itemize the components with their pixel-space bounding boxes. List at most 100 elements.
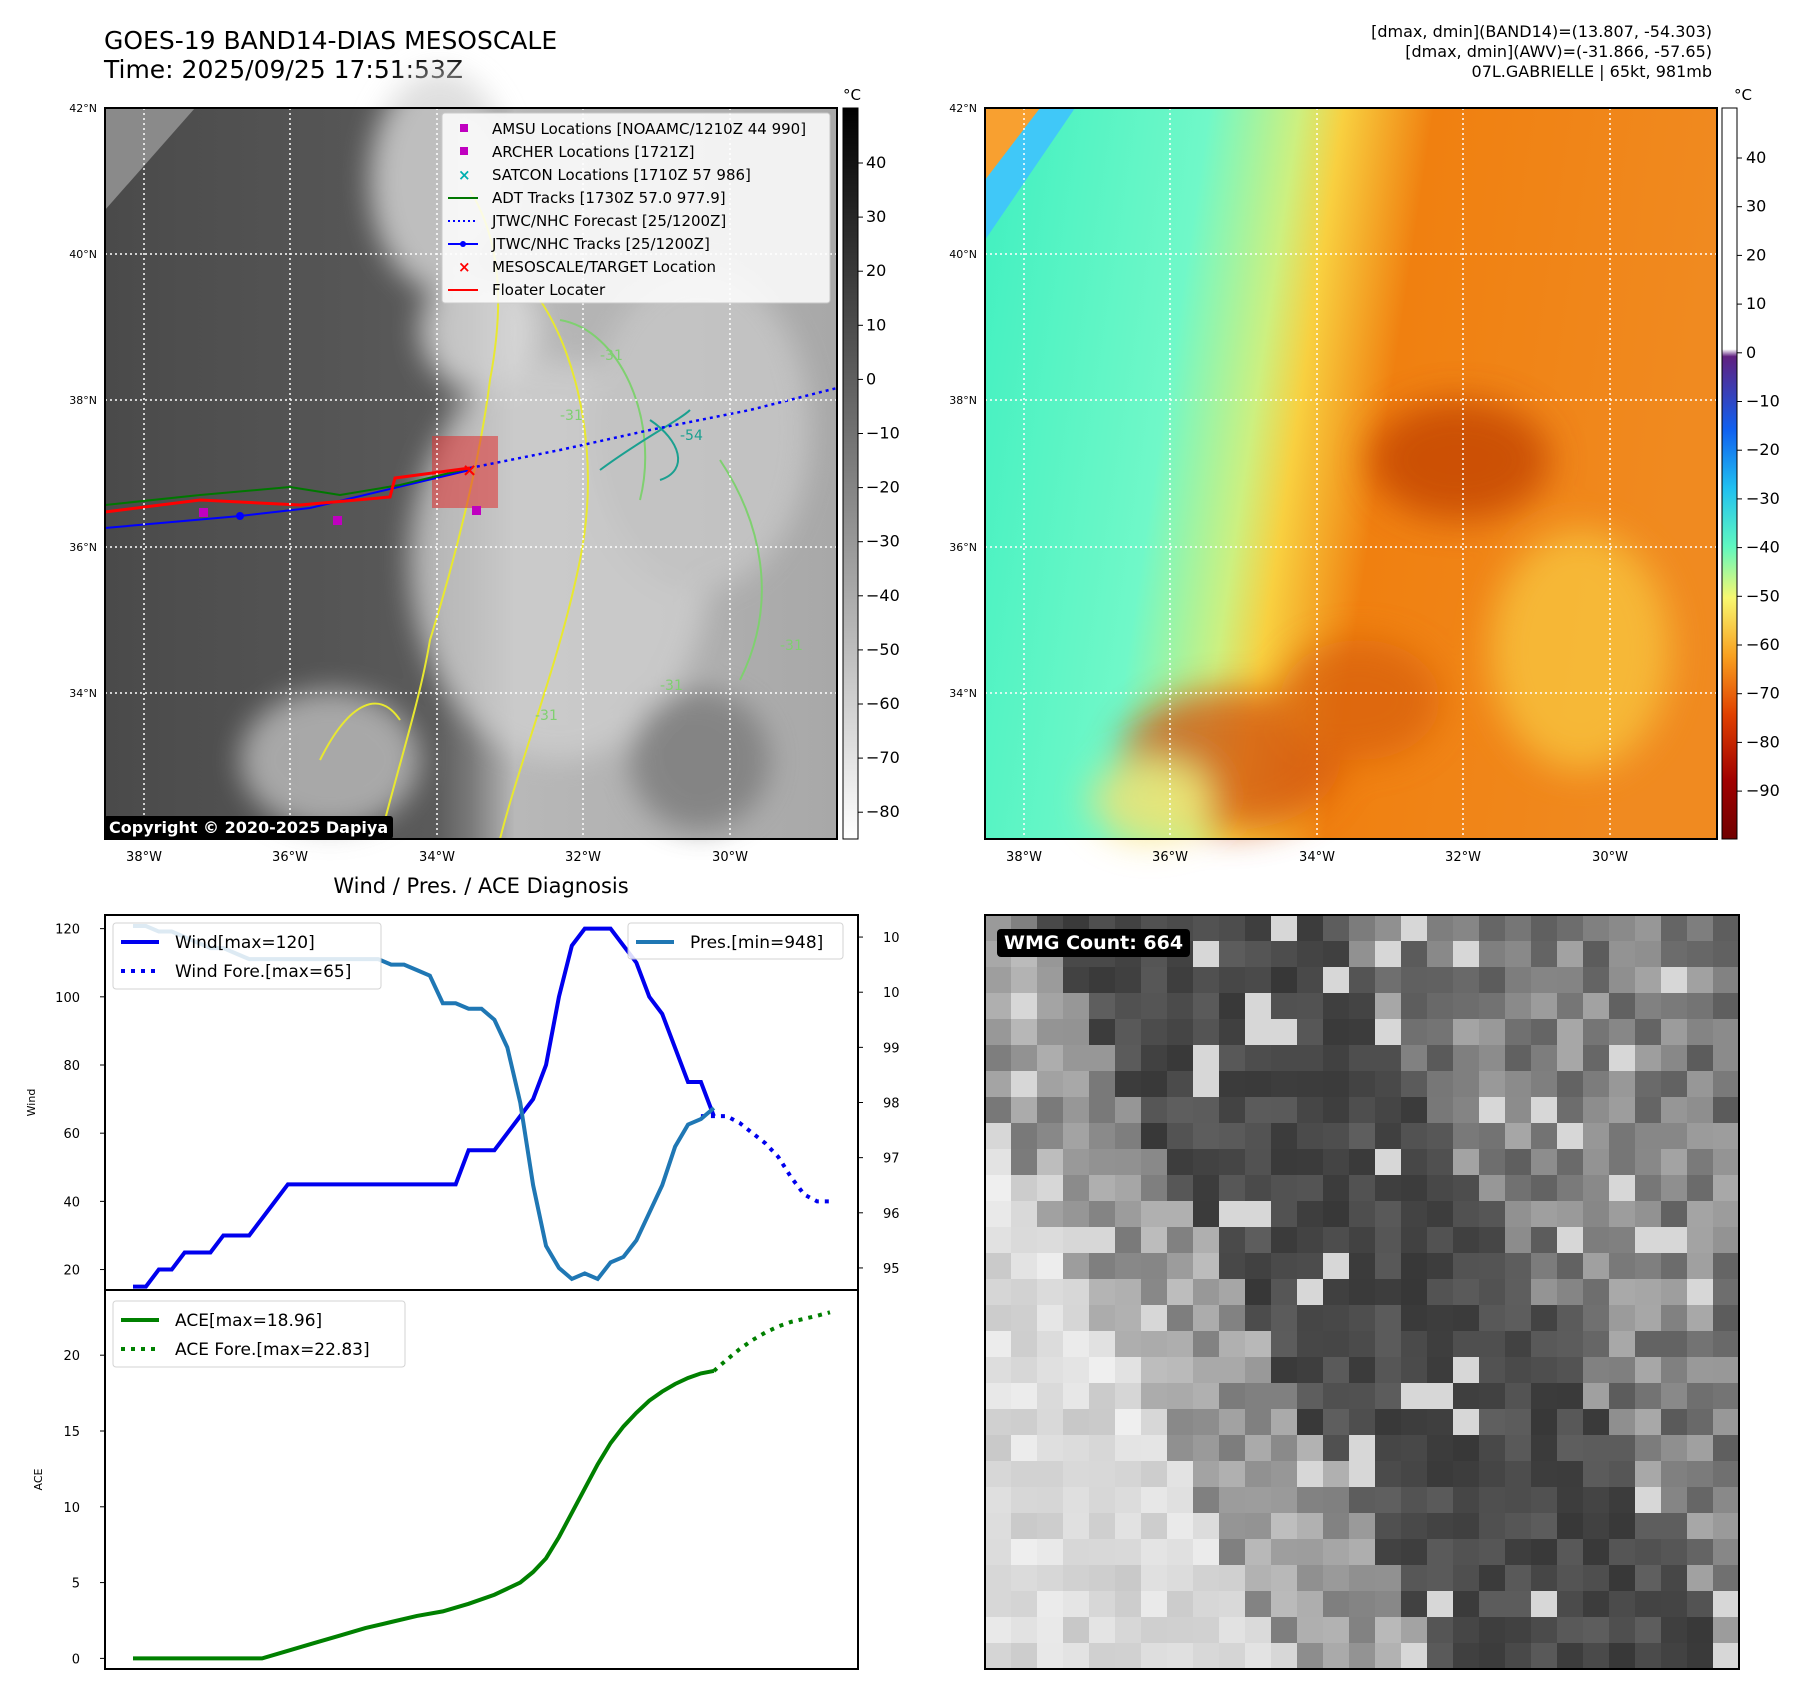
- legend-marker: ×: [458, 166, 471, 184]
- y-right-tick-label: 1000: [883, 986, 900, 1001]
- legend-label: Wind Fore.[max=65]: [175, 962, 351, 982]
- colorbar-tick: 0: [866, 369, 876, 388]
- colorbar-tick: 20: [866, 261, 886, 280]
- awv-colorbar: °C 40 30 20 10 0 −10 −20 −30 −40 −50 −60 −70 −80 −90: [1721, 86, 1780, 840]
- title-line-product: GOES-19 BAND14-DIAS MESOSCALE: [104, 26, 558, 55]
- colorbar-tick: 10: [866, 315, 886, 334]
- colorbar-tick: −10: [1746, 392, 1780, 411]
- lon-label: 38°W: [126, 850, 162, 865]
- jtwc-track-line: [104, 469, 471, 529]
- y-tick-label: 80: [63, 1059, 80, 1074]
- lat-label: 42°N: [69, 102, 97, 115]
- ir-lon-labels: 38°W 36°W 34°W 32°W 30°W: [126, 850, 748, 865]
- colorbar-tick: −60: [1746, 635, 1780, 654]
- wmg-panel: [984, 914, 1740, 1670]
- lat-label: 36°N: [949, 541, 977, 554]
- lon-label: 30°W: [1592, 850, 1628, 865]
- contour-label: -31: [780, 638, 803, 654]
- info-awv-range: [dmax, dmin](AWV)=(-31.866, -57.65): [1405, 42, 1712, 61]
- legend-label: SATCON Locations [1710Z 57 986]: [492, 166, 751, 184]
- colorbar-tick: 30: [1746, 197, 1766, 216]
- wind-legend: Wind[max=120] Wind Fore.[max=65]: [112, 922, 382, 990]
- legend-entry: JTWC/NHC Forecast [25/1200Z]: [448, 212, 726, 230]
- lat-label: 40°N: [949, 248, 977, 261]
- lon-label: 30°W: [712, 850, 748, 865]
- lat-label: 42°N: [949, 102, 977, 115]
- track-point: [236, 512, 244, 520]
- series-line: [133, 926, 716, 1289]
- y-axis-label: ACE: [32, 1468, 45, 1490]
- awv-lat-labels: 42°N 40°N 38°N 36°N 34°N: [949, 102, 977, 700]
- y-right-tick-label: 960: [883, 1207, 900, 1222]
- colorbar-tick: −20: [1746, 440, 1780, 459]
- legend-label: ACE Fore.[max=22.83]: [175, 1340, 370, 1360]
- colorbar-tick: −80: [866, 802, 900, 821]
- lat-label: 38°N: [69, 394, 97, 407]
- awv-lon-labels: 38°W 36°W 34°W 32°W 30°W: [1006, 850, 1628, 865]
- colorbar-tick: −40: [1746, 538, 1780, 557]
- legend-entry: AMSU Locations [NOAAMC/1210Z 44 990]: [460, 120, 806, 138]
- lat-label: 40°N: [69, 248, 97, 261]
- info-storm: 07L.GABRIELLE | 65kt, 981mb: [1471, 62, 1712, 81]
- colorbar-tick: −30: [1746, 489, 1780, 508]
- colorbar-tick: −80: [1746, 732, 1780, 751]
- floater-locater-line: [104, 466, 471, 514]
- legend-entry: × SATCON Locations [1710Z 57 986]: [458, 166, 751, 184]
- lon-label: 32°W: [565, 850, 601, 865]
- pressure-legend: Pres.[min=948]: [627, 922, 844, 960]
- colorbar-tick: −60: [866, 694, 900, 713]
- colorbar-tick: −40: [866, 586, 900, 605]
- contour-label: -31: [660, 678, 683, 694]
- y-right-tick-label: 950: [883, 1262, 900, 1277]
- y-tick-label: 40: [63, 1195, 80, 1210]
- colorbar-unit: °C: [843, 86, 861, 104]
- y-tick-label: 120: [55, 923, 80, 938]
- colorbar-tick: −70: [866, 748, 900, 767]
- y-tick-label: 0: [72, 1652, 80, 1667]
- y-right-tick-label: 990: [883, 1041, 900, 1056]
- ir-map-panel: -31 -31 -54 -31 -31 -31 × 42°N 40°N 38°N…: [69, 70, 900, 865]
- colorbar-tick: 40: [1746, 148, 1766, 167]
- legend-label: Floater Locater: [492, 281, 606, 299]
- y-right-tick-label: 970: [883, 1152, 900, 1167]
- mesoscale-target-marker: ×: [462, 460, 477, 481]
- lon-label: 38°W: [1006, 850, 1042, 865]
- legend-entry: Floater Locater: [448, 281, 606, 299]
- ir-lat-labels: 42°N 40°N 38°N 36°N 34°N: [69, 102, 97, 700]
- ir-legend: AMSU Locations [NOAAMC/1210Z 44 990] ARCH…: [441, 112, 831, 304]
- colorbar-tick: −20: [866, 478, 900, 497]
- colorbar-tick: 40: [866, 153, 886, 172]
- amsu-marker: [199, 508, 208, 517]
- wmg-count-label: WMG Count: 664: [997, 929, 1191, 957]
- legend-label: JTWC/NHC Tracks [25/1200Z]: [491, 235, 710, 253]
- legend-label: MESOSCALE/TARGET Location: [492, 258, 716, 276]
- lon-label: 36°W: [272, 850, 308, 865]
- y-tick-label: 20: [63, 1264, 80, 1279]
- awv-gridlines: [985, 108, 1717, 839]
- legend-entry: ARCHER Locations [1721Z]: [460, 143, 695, 161]
- lon-label: 34°W: [419, 850, 455, 865]
- y-tick-label: 60: [63, 1127, 80, 1142]
- lat-label: 38°N: [949, 394, 977, 407]
- colorbar-tick: 10: [1746, 294, 1766, 313]
- contour-value-labels: -31 -31 -54 -31 -31 -31: [535, 348, 803, 724]
- chart-title: Wind / Pres. / ACE Diagnosis: [333, 874, 628, 898]
- colorbar-tick: −10: [866, 424, 900, 443]
- ace-axes: 20 15 10 5 0 ACE ACE[max=18.96] ACE Fore.[max=2…: [32, 1289, 859, 1670]
- y-right-tick-label: 980: [883, 1097, 900, 1112]
- legend-label: Wind[max=120]: [175, 933, 315, 953]
- legend-marker: [460, 147, 468, 155]
- legend-entry: × MESOSCALE/TARGET Location: [458, 258, 716, 276]
- colorbar-tick: 0: [1746, 343, 1756, 362]
- legend-label: JTWC/NHC Forecast [25/1200Z]: [491, 212, 726, 230]
- ir-colorbar: °C 40 30 20 10 0 −10 −20 −30 −40 −50 −60 −70 −80: [842, 86, 900, 840]
- archer-marker: [472, 506, 481, 515]
- legend-marker: ×: [458, 258, 471, 276]
- colorbar-tick: 20: [1746, 245, 1766, 264]
- legend-entry: JTWC/NHC Tracks [25/1200Z]: [448, 235, 710, 253]
- adt-track-line: [104, 467, 471, 506]
- y-tick-label: 100: [55, 991, 80, 1006]
- series-line: [700, 1114, 830, 1204]
- legend-label: AMSU Locations [NOAAMC/1210Z 44 990]: [492, 120, 806, 138]
